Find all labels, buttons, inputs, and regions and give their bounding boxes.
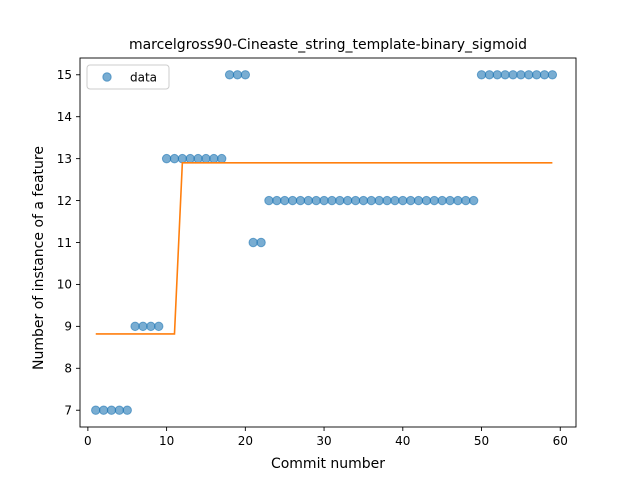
data-point — [161, 153, 172, 164]
data-point — [122, 405, 132, 415]
y-axis-label: Number of instance of a feature — [31, 146, 47, 370]
data-point — [311, 195, 321, 206]
x-tick-label: 50 — [474, 434, 489, 448]
data-point — [429, 195, 439, 206]
data-point — [398, 195, 408, 206]
x-tick-label: 20 — [238, 434, 253, 448]
data-point — [437, 195, 447, 206]
data-point — [366, 195, 377, 206]
y-tick-label: 15 — [57, 68, 72, 82]
data-point — [256, 237, 266, 248]
data-point — [453, 195, 463, 206]
data-point — [169, 153, 180, 164]
x-tick-label: 0 — [84, 434, 92, 448]
data-point — [264, 195, 274, 206]
y-tick-label: 12 — [57, 194, 72, 208]
x-tick-label: 30 — [316, 434, 331, 448]
data-point — [193, 153, 203, 164]
data-point — [217, 153, 227, 164]
data-point — [445, 195, 455, 206]
data-point — [476, 70, 487, 80]
data-point — [516, 70, 526, 80]
data-point — [342, 195, 353, 206]
data-point — [374, 195, 384, 206]
data-point — [201, 153, 211, 164]
x-axis-label: Commit number — [271, 456, 385, 472]
data-point — [138, 321, 148, 332]
data-point — [232, 70, 243, 80]
data-point — [248, 237, 258, 248]
data-point — [146, 321, 156, 332]
y-tick-label: 9 — [64, 320, 72, 334]
y-tick-label: 7 — [64, 404, 72, 418]
data-point — [531, 70, 542, 80]
y-tick-label: 14 — [57, 110, 72, 124]
data-point — [114, 405, 125, 415]
data-point — [98, 405, 109, 415]
data-point — [279, 195, 290, 206]
data-point — [154, 321, 164, 332]
data-point — [382, 195, 392, 206]
data-point — [350, 195, 361, 206]
data-point — [413, 195, 424, 206]
data-point — [335, 195, 345, 206]
data-point — [287, 195, 298, 206]
fit-line — [95, 162, 553, 335]
data-point — [461, 195, 471, 206]
data-point — [390, 195, 400, 206]
data-point — [421, 195, 432, 206]
data-point — [91, 405, 101, 415]
x-tick-label: 60 — [553, 434, 568, 448]
data-point — [492, 70, 502, 80]
data-point — [508, 70, 518, 80]
data-point — [106, 405, 117, 415]
axes: 0 10 20 30 40 50 60 7 8 9 10 11 12 13 14 15 — [57, 57, 577, 448]
plot-frame — [79, 57, 577, 428]
data-point — [209, 153, 219, 164]
legend-marker — [102, 72, 112, 82]
data-point — [319, 195, 329, 206]
x-tick-label: 40 — [395, 434, 410, 448]
legend: data — [86, 64, 170, 90]
plot-area — [91, 70, 558, 415]
data-point — [468, 195, 479, 206]
data-point — [547, 70, 558, 80]
data-point — [130, 321, 140, 332]
y-tick-label: 11 — [57, 236, 72, 250]
data-point — [303, 195, 314, 206]
data-point — [484, 70, 495, 80]
data-point — [500, 70, 510, 80]
data-point — [272, 195, 282, 206]
data-point — [524, 70, 534, 80]
data-point — [358, 195, 369, 206]
chart-title: marcelgross90-Cineaste_string_template-b… — [129, 37, 527, 53]
data-point — [327, 195, 337, 206]
y-tick-label: 8 — [64, 362, 72, 376]
data-point — [539, 70, 550, 80]
x-tick-label: 10 — [159, 434, 174, 448]
data-point — [295, 195, 306, 206]
data-point — [185, 153, 195, 164]
data-point — [240, 70, 251, 80]
y-tick-label: 13 — [57, 152, 72, 166]
data-point — [177, 153, 188, 164]
legend-box — [86, 64, 170, 90]
y-tick-label: 10 — [57, 278, 72, 292]
data-point — [405, 195, 416, 206]
data-point — [224, 70, 235, 80]
legend-label: data — [130, 71, 157, 85]
